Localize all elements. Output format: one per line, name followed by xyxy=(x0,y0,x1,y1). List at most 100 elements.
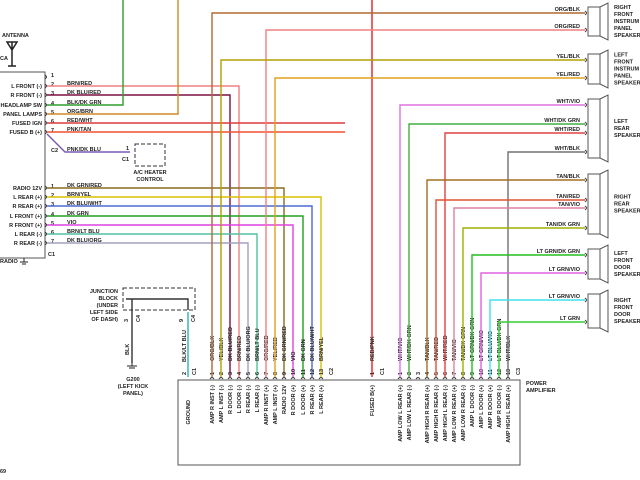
speaker-name: REAR xyxy=(614,202,630,208)
amp-c2-pin: 4 xyxy=(237,371,243,375)
speaker-name: FRONT xyxy=(614,258,634,264)
amp-c3-wire-label: LT BLU/DK GRN xyxy=(497,319,503,361)
wire-brn-red xyxy=(47,85,240,377)
pin-connector-icon xyxy=(218,377,224,380)
amp-ground-wire-label: BLK/LT BLU xyxy=(182,330,188,362)
pin-connector-icon xyxy=(44,203,47,209)
amp-c2-wire-label: DK BLU/RED xyxy=(228,327,234,361)
junction-block-label: (UNDER xyxy=(97,303,118,309)
amp-pin-function: R DOOR (-) xyxy=(228,385,234,414)
amp-c2-wire-label: ORG/BLK xyxy=(210,336,216,361)
pin-connector-icon xyxy=(584,197,587,203)
pin-connector-icon xyxy=(584,205,587,211)
radio-c1-pin-number: 1 xyxy=(51,184,54,190)
amp-c2-pin: 6 xyxy=(255,372,261,375)
amp-c2-wire-label: BRN/YEL xyxy=(319,336,325,361)
speaker-cone-icon xyxy=(599,169,609,239)
amp-pin-function: FUSED B(+) xyxy=(370,385,376,416)
ac-heater-label: A/C HEATER xyxy=(133,170,166,176)
speaker-name: FRONT xyxy=(614,60,634,66)
radio-c1-pin-number: 3 xyxy=(51,202,54,208)
pin-connector-icon xyxy=(44,129,47,135)
speaker-name: RIGHT xyxy=(614,298,632,304)
radio-c2-pin-number: 5 xyxy=(51,110,54,116)
amp-c3-wire-label: TAN/BLK xyxy=(425,337,431,361)
amp-c2-wire-label: DK BLU/WHT xyxy=(310,326,316,361)
radio-c1-wire-label: BRN/YEL xyxy=(67,192,92,198)
junction-pin: 3 xyxy=(124,319,130,322)
speaker-wire xyxy=(408,123,585,377)
speaker-name: RIGHT xyxy=(614,195,632,201)
wire-blk-dk-grn xyxy=(47,0,124,106)
radio-c1-pin-number: 5 xyxy=(51,221,54,227)
amp-c2-pin: 9 xyxy=(282,372,288,375)
speaker-wire xyxy=(274,77,585,377)
amp-c3-pin: 6 xyxy=(443,372,449,375)
speaker-name: LEFT xyxy=(614,119,628,125)
speaker-wire xyxy=(480,272,585,377)
radio-c1-pin-function: R FRONT (+) xyxy=(9,223,42,229)
pin-connector-icon xyxy=(584,130,587,136)
ac-heater-pin: 1 xyxy=(126,146,129,152)
ground-desc: PANEL) xyxy=(123,391,143,397)
amp-c2-wire-label: BRN/RED xyxy=(237,336,243,361)
speaker-wire-label: ORG/BLK xyxy=(555,7,580,13)
amp-c2-wire-label: ORG/RED xyxy=(264,335,270,361)
radio-c1-pin-number: 7 xyxy=(51,239,54,245)
amp-c3-wire-label: WHT/RED xyxy=(443,335,449,361)
pin-connector-icon xyxy=(487,377,493,380)
amp-pin-function: AMP LOW R REAR (+) xyxy=(452,385,458,443)
radio-c2-pin-function: R FRONT (-) xyxy=(11,93,43,99)
radio-c1-pin-number: 2 xyxy=(51,193,54,199)
radio-c1-pin-function: L FRONT (+) xyxy=(10,214,42,220)
pin-connector-icon xyxy=(300,377,306,380)
speaker-cone-icon xyxy=(599,244,609,284)
amp-c1-conn: C1 xyxy=(380,368,386,375)
amp-pin-function: AMP LOW L REAR (+) xyxy=(398,385,404,442)
radio-c2-pin-number: 2 xyxy=(51,82,54,88)
speaker-wire-label: YEL/BLK xyxy=(556,54,580,60)
antenna-connector-label: CA xyxy=(0,56,8,62)
amp-c3-pin: 11 xyxy=(488,369,494,375)
speaker-name: REAR xyxy=(614,126,630,132)
pin-connector-icon xyxy=(44,231,47,237)
amp-pin-function: AMP L DOOR (-) xyxy=(470,385,476,427)
radio-c2-pin-number: 4 xyxy=(51,101,55,107)
speaker-wire-label: WHT/RED xyxy=(554,127,580,133)
speaker-wire-label: TAN/RED xyxy=(556,194,580,200)
amp-c2-wire-label: YEL/RED xyxy=(273,337,279,361)
radio-c2-pin-number: 3 xyxy=(51,91,54,97)
radio-c2-connector-label: C2 xyxy=(51,148,58,154)
pin-connector-icon xyxy=(245,377,251,380)
speaker-name: SPEAKER xyxy=(614,272,640,278)
amp-c2-pin: 10 xyxy=(291,369,297,375)
speaker-wire xyxy=(220,59,585,377)
wire-dk-blu-red xyxy=(47,94,231,377)
amp-c2-pin: 1 xyxy=(210,372,216,375)
radio-c2-extra-wire-label: PNK/DK BLU xyxy=(67,147,101,153)
speaker-name: FRONT xyxy=(614,12,634,18)
speaker-wire xyxy=(471,254,585,377)
pin-connector-icon xyxy=(406,377,412,380)
amp-c2-wire-label: YEL/BLK xyxy=(219,337,225,361)
pin-connector-icon xyxy=(584,225,587,231)
pin-connector-icon xyxy=(397,377,403,380)
amp-pin-function: AMP HIGH L REAR (+) xyxy=(506,385,512,443)
amp-c2-pin: 8 xyxy=(273,372,279,375)
amp-pin-function: AMP L INST (-) xyxy=(219,385,225,423)
amp-c2-wire-label: DK GRN xyxy=(301,339,307,361)
ac-heater-connector: C1 xyxy=(122,157,129,163)
radio-c2-pin-function: PANEL LAMPS xyxy=(3,112,42,118)
speaker-name: INSTRUM xyxy=(614,67,639,73)
speaker-wire-label: LT GRN xyxy=(560,316,580,322)
radio-c2-wire-label: ORG/BRN xyxy=(67,109,93,115)
radio-c1-wire-label: BRN/LT BLU xyxy=(67,229,100,235)
radio-c1-wire-label: DK BLU/ORG xyxy=(67,238,102,244)
junction-pin: 9 xyxy=(179,319,185,322)
amp-pin-function: R REAR (+) xyxy=(310,385,316,415)
wire-dk-blu-wht xyxy=(47,205,313,377)
amp-c2-wire-label: DK BLU/ORG xyxy=(246,326,252,361)
wire-brn-yel xyxy=(47,196,322,377)
amp-pin-function: R REAR (-) xyxy=(246,385,252,413)
pin-connector-icon xyxy=(584,177,587,183)
